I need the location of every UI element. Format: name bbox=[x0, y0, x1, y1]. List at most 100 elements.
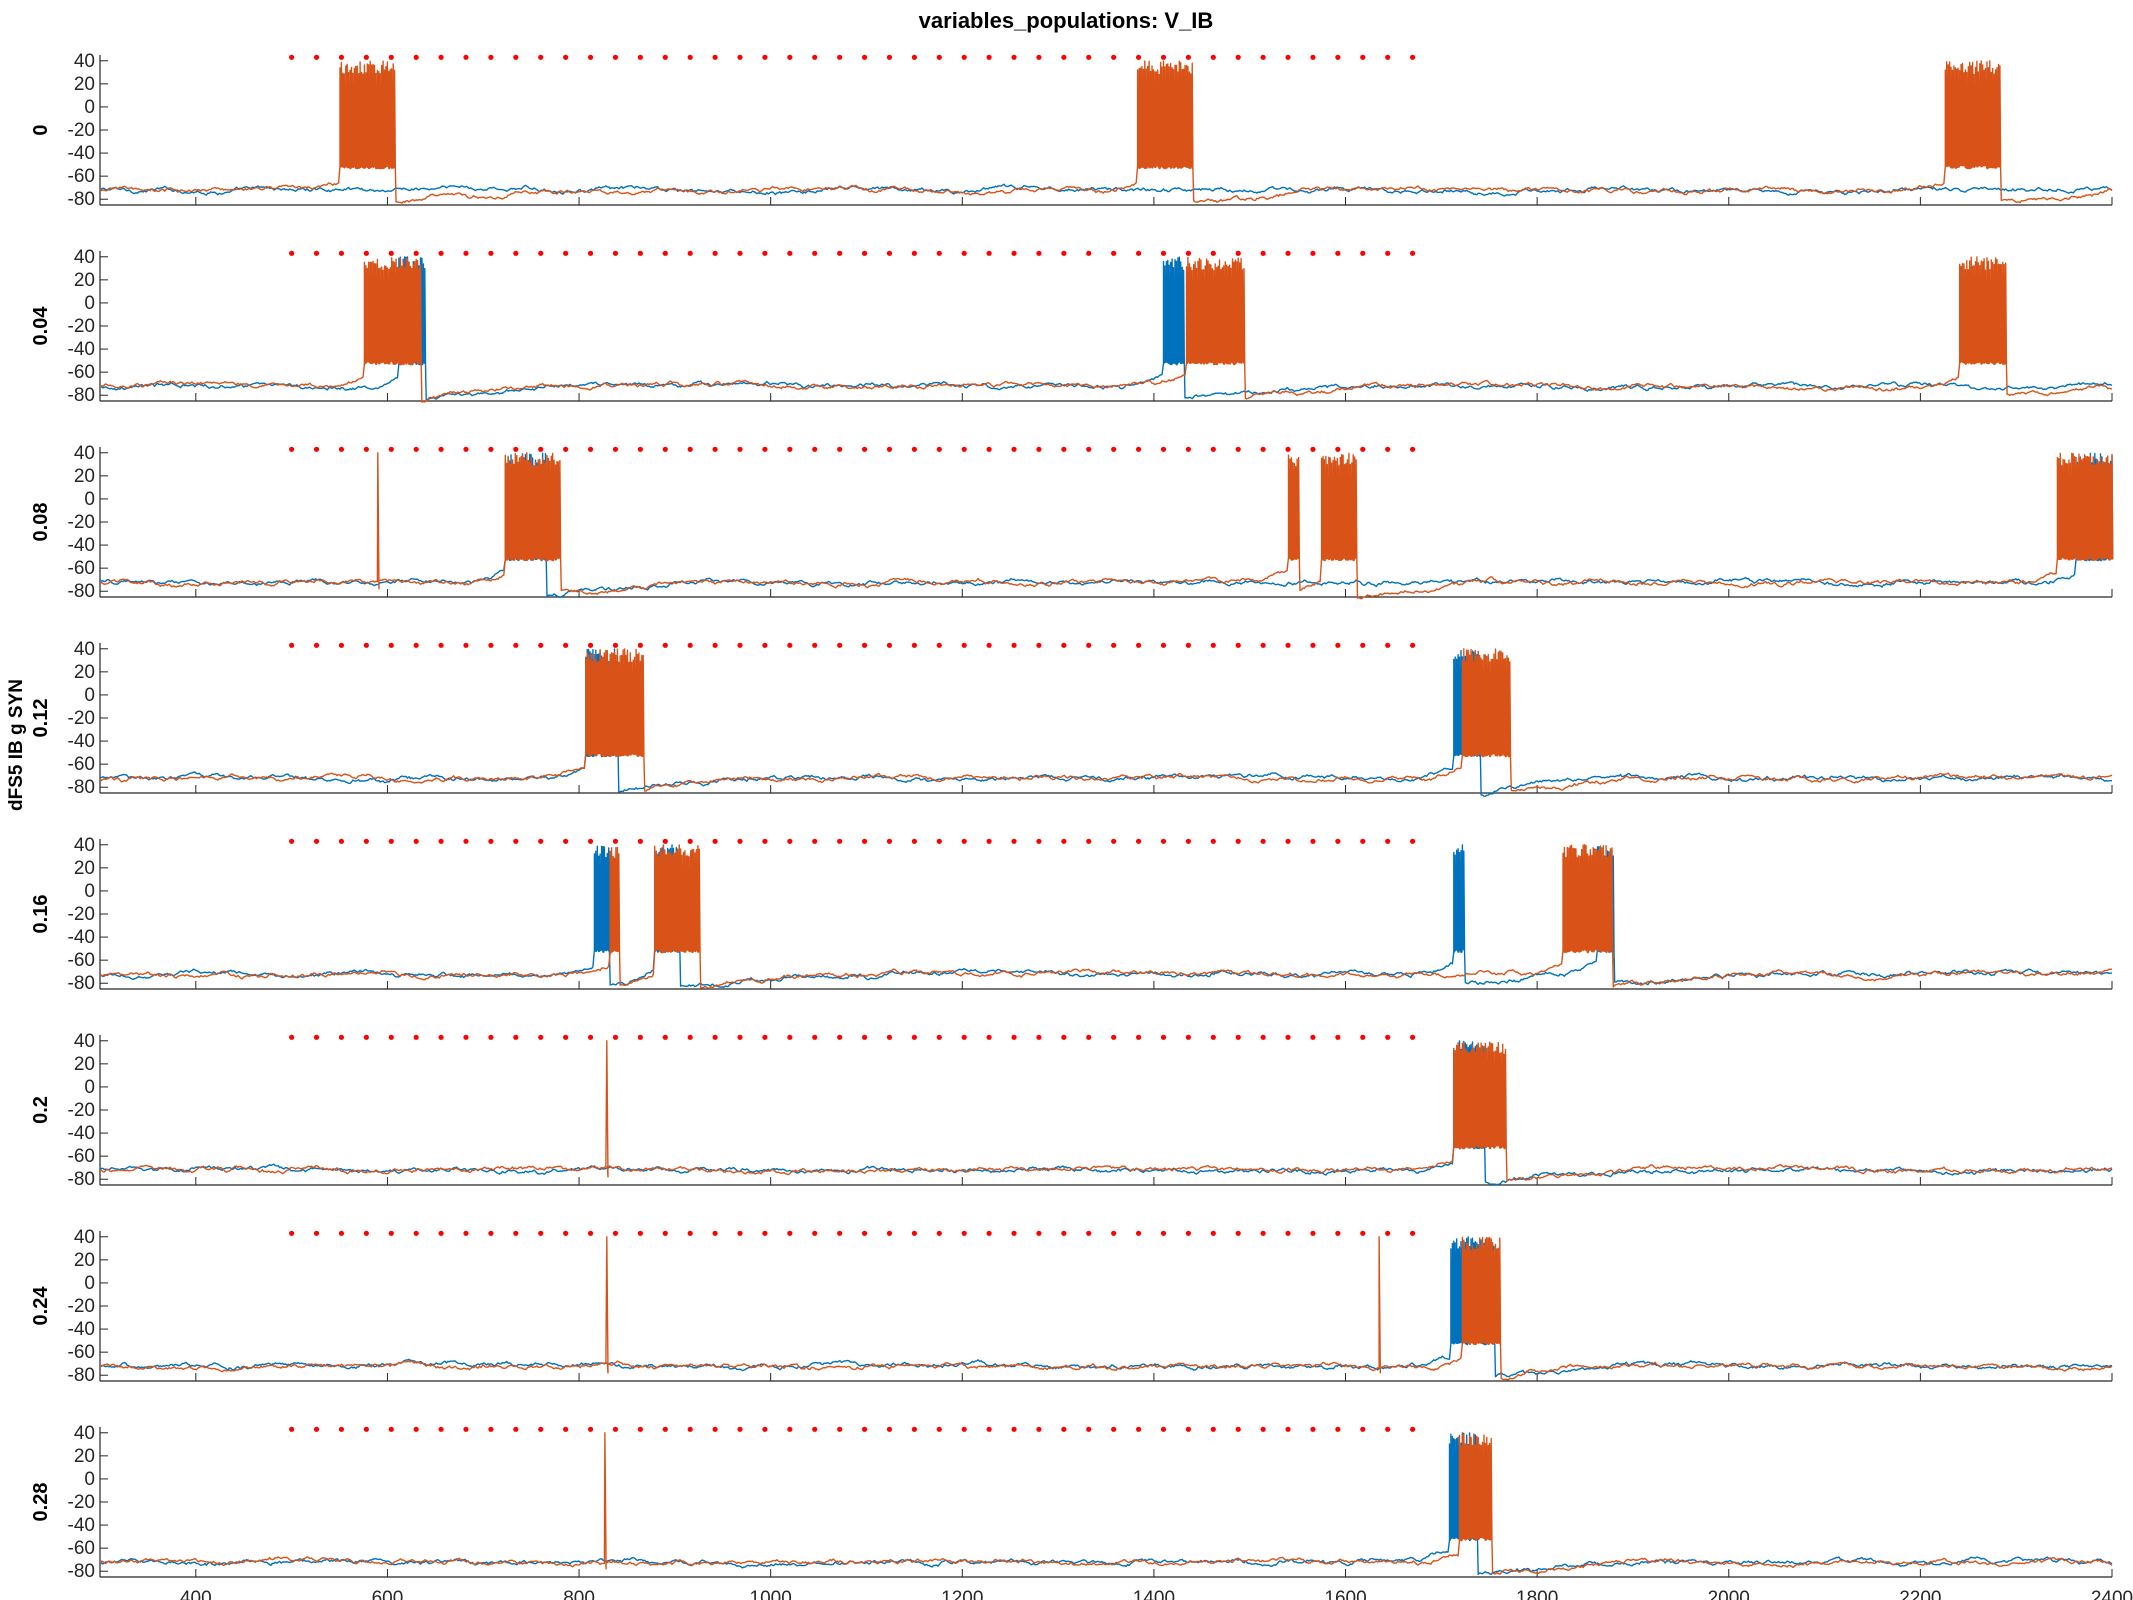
y-tick-label: 40 bbox=[74, 247, 95, 268]
y-tick-label: -80 bbox=[68, 189, 95, 210]
marker-dot bbox=[1086, 446, 1092, 452]
y-tick-label: 20 bbox=[74, 1446, 95, 1467]
series-2-line bbox=[99, 256, 2113, 403]
marker-dot bbox=[1310, 54, 1316, 60]
marker-dot bbox=[812, 54, 818, 60]
marker-dot bbox=[961, 54, 967, 60]
marker-dot bbox=[338, 838, 345, 844]
marker-dot bbox=[1036, 642, 1042, 648]
marker-dot bbox=[1285, 250, 1291, 256]
marker-dot bbox=[911, 838, 917, 844]
marker-dot bbox=[886, 1034, 893, 1040]
marker-dot bbox=[1235, 1230, 1241, 1236]
marker-dot bbox=[313, 250, 320, 256]
marker-dot bbox=[787, 250, 793, 256]
series-1-line bbox=[99, 844, 2113, 989]
y-tick-label: -60 bbox=[68, 166, 95, 187]
marker-dot bbox=[812, 1034, 818, 1040]
marker-dot bbox=[563, 642, 569, 648]
marker-dot bbox=[538, 54, 544, 60]
marker-dot bbox=[363, 250, 369, 256]
marker-dot bbox=[637, 1230, 643, 1236]
y-tick-label: 40 bbox=[74, 51, 95, 72]
marker-dot bbox=[1185, 1230, 1191, 1236]
marker-dot bbox=[812, 1426, 818, 1432]
marker-dot bbox=[812, 250, 818, 256]
marker-dot bbox=[662, 446, 668, 452]
marker-dot bbox=[1036, 446, 1042, 452]
series-1-line bbox=[99, 1040, 2113, 1186]
x-tick-label: 400 bbox=[180, 1588, 212, 1600]
marker-dot bbox=[538, 838, 544, 844]
marker-dot bbox=[338, 642, 345, 648]
marker-dot bbox=[289, 838, 295, 844]
marker-dot bbox=[289, 1230, 295, 1236]
marker-dot bbox=[662, 838, 668, 844]
x-tick-label: 1000 bbox=[750, 1588, 792, 1600]
marker-dot bbox=[313, 642, 320, 648]
y-tick-label: 20 bbox=[74, 858, 95, 879]
marker-dot bbox=[762, 642, 768, 648]
marker-dot bbox=[463, 838, 469, 844]
marker-dot bbox=[1360, 1426, 1366, 1432]
marker-dot bbox=[687, 642, 693, 648]
marker-dot bbox=[1335, 1230, 1341, 1236]
marker-dot bbox=[587, 1426, 594, 1432]
marker-dot bbox=[1285, 642, 1291, 648]
y-tick-label: 20 bbox=[74, 662, 95, 683]
marker-dot bbox=[1036, 54, 1042, 60]
marker-dot bbox=[1285, 54, 1291, 60]
marker-dot bbox=[936, 1034, 942, 1040]
marker-dot bbox=[438, 250, 444, 256]
marker-dot bbox=[1135, 1230, 1142, 1236]
marker-dot bbox=[762, 838, 768, 844]
marker-dot bbox=[737, 1034, 743, 1040]
y-tick-label: 40 bbox=[74, 1031, 95, 1052]
marker-dot bbox=[1086, 838, 1092, 844]
marker-dot bbox=[612, 446, 619, 452]
panel-label: 0.08 bbox=[30, 503, 52, 542]
series-2-line bbox=[99, 452, 2114, 600]
marker-dot bbox=[1160, 446, 1167, 452]
marker-dot bbox=[787, 838, 793, 844]
marker-dot bbox=[1210, 838, 1216, 844]
panel-label: 0 bbox=[30, 124, 52, 135]
y-tick-label: 0 bbox=[84, 1077, 95, 1098]
marker-dot bbox=[886, 642, 893, 648]
marker-dot bbox=[762, 1426, 768, 1432]
marker-dot bbox=[1210, 1034, 1216, 1040]
marker-dot bbox=[837, 446, 843, 452]
y-tick-label: 20 bbox=[74, 1054, 95, 1075]
y-tick-label: 20 bbox=[74, 74, 95, 95]
marker-dot bbox=[363, 1034, 369, 1040]
marker-dot bbox=[1011, 1426, 1017, 1432]
marker-dot bbox=[338, 1426, 345, 1432]
marker-dot bbox=[961, 250, 967, 256]
marker-dot bbox=[1409, 642, 1416, 648]
marker-dot bbox=[687, 1426, 693, 1432]
marker-dot bbox=[712, 1230, 718, 1236]
marker-dot bbox=[1409, 54, 1416, 60]
marker-dot bbox=[388, 54, 394, 60]
marker-dot bbox=[463, 446, 469, 452]
marker-dot bbox=[289, 446, 295, 452]
series-2-line bbox=[99, 1432, 2113, 1575]
marker-dot bbox=[1235, 1426, 1241, 1432]
marker-dot bbox=[438, 1034, 444, 1040]
marker-dot bbox=[413, 1230, 419, 1236]
y-tick-label: -80 bbox=[68, 777, 95, 798]
marker-dot bbox=[886, 250, 893, 256]
marker-dot bbox=[563, 54, 569, 60]
marker-dot bbox=[1409, 838, 1416, 844]
y-tick-label: -40 bbox=[68, 1515, 95, 1536]
marker-dot bbox=[388, 642, 394, 648]
marker-dot bbox=[1160, 1426, 1167, 1432]
x-tick-label: 600 bbox=[372, 1588, 404, 1600]
series-2-line bbox=[99, 1236, 2113, 1381]
marker-dot bbox=[1011, 446, 1017, 452]
marker-dot bbox=[1335, 250, 1341, 256]
marker-dot bbox=[986, 642, 992, 648]
